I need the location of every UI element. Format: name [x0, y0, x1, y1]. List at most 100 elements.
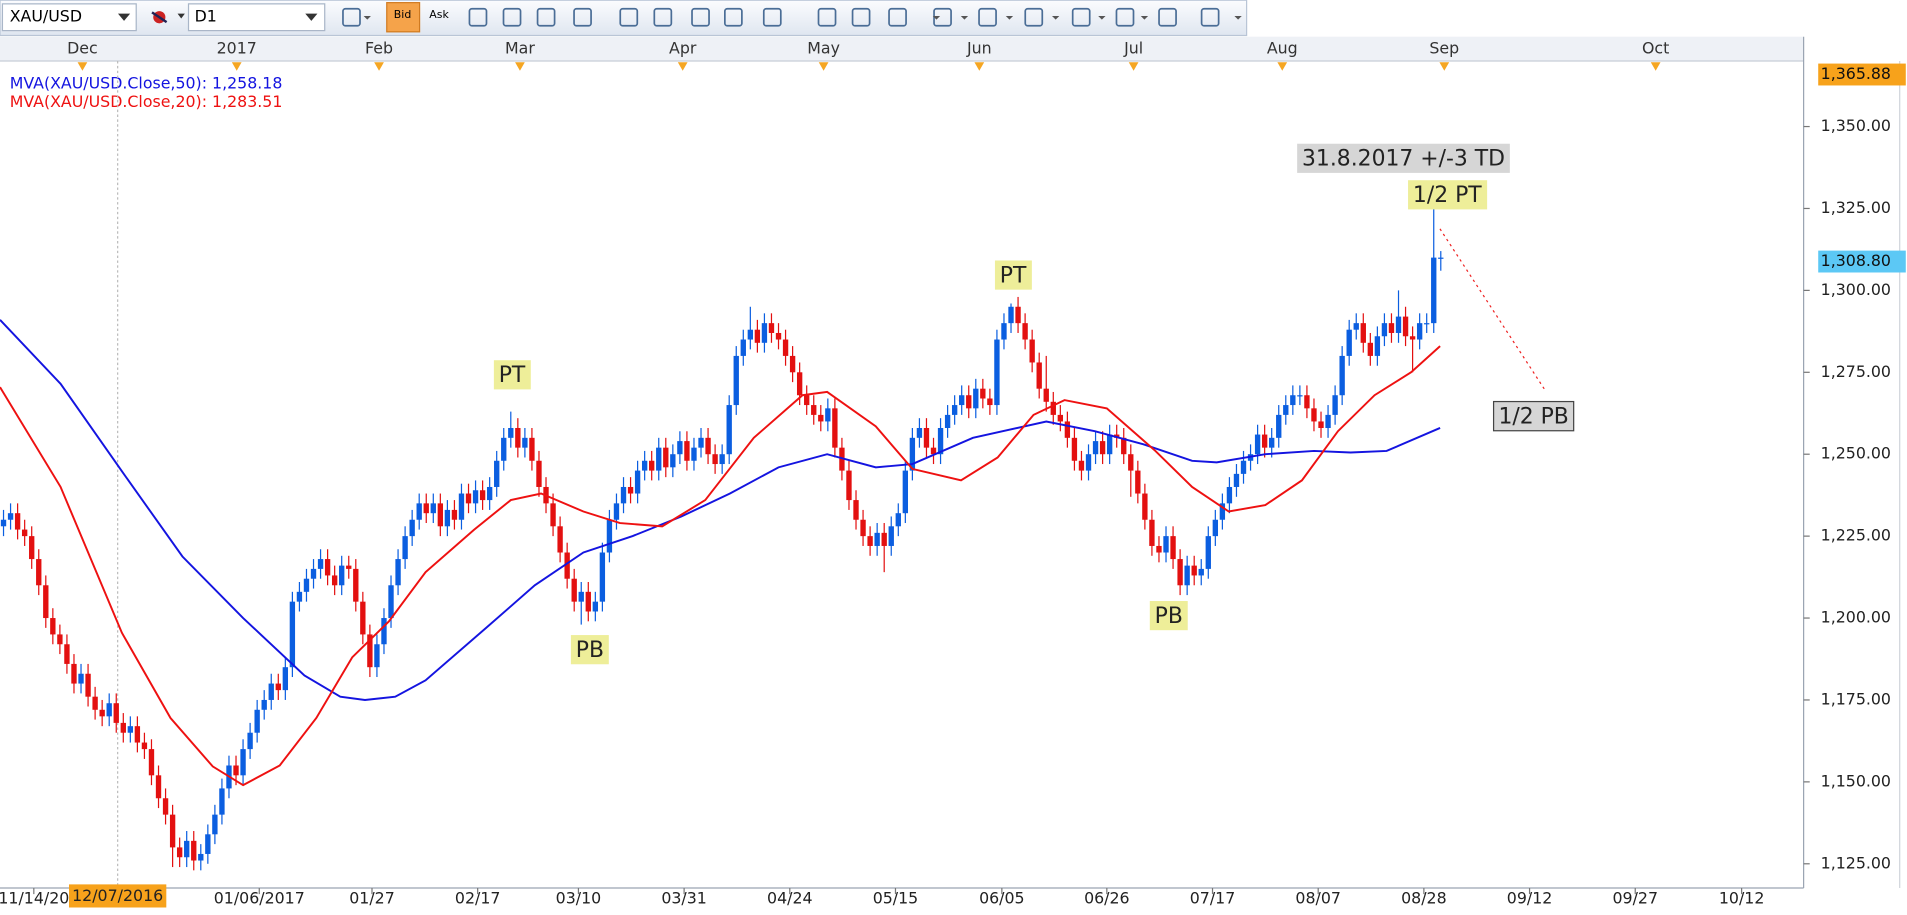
candle-body	[1332, 395, 1338, 415]
toolbar-icon[interactable]	[342, 7, 361, 27]
candle-body	[944, 414, 951, 428]
toolbar-icon[interactable]	[817, 7, 837, 27]
candle-body	[346, 565, 352, 569]
annotation-text: 1/2 PT	[1413, 183, 1482, 208]
x-tick-label: 01/27	[349, 888, 395, 907]
candle-body	[1226, 486, 1233, 504]
toolbar-icon[interactable]	[573, 7, 592, 27]
symbol-select[interactable]	[1, 3, 137, 32]
dropdown-arrow	[1005, 16, 1014, 20]
candle-body	[176, 847, 183, 858]
candle-body	[775, 332, 782, 340]
toolbar-icon[interactable]	[1200, 7, 1220, 27]
candle-body	[1106, 434, 1113, 455]
candle-body	[282, 667, 289, 691]
candle-body	[966, 395, 972, 409]
candle-body	[437, 503, 444, 527]
candle-body	[1424, 323, 1430, 325]
candle-body	[162, 798, 169, 815]
toolbar-icon[interactable]	[1158, 7, 1177, 27]
candle-body	[747, 329, 754, 340]
timeframe-select[interactable]	[187, 3, 326, 32]
ask-text[interactable]: Ask	[429, 8, 449, 21]
candle-body	[367, 634, 373, 668]
toolbar-icon[interactable]	[619, 7, 639, 27]
candle-body	[289, 601, 296, 668]
candle-body	[395, 559, 401, 586]
annotation-box	[1492, 400, 1575, 432]
candle-body	[670, 454, 676, 468]
candle-body	[768, 323, 775, 333]
toolbar-icon[interactable]	[468, 7, 488, 27]
candle-body	[1311, 408, 1317, 422]
toolbar-icon[interactable]	[978, 7, 997, 27]
y-tick-label: 1,150.00	[1821, 771, 1891, 790]
candle-body	[656, 447, 662, 471]
x2-tick-mark	[1650, 62, 1661, 71]
candle-body	[916, 427, 923, 438]
candle-body	[641, 460, 648, 471]
candle-body	[1050, 401, 1056, 415]
annotation-text: PT	[1000, 263, 1027, 288]
candle-body	[402, 536, 408, 560]
candle-body	[374, 644, 380, 668]
annotation-box	[1297, 143, 1510, 173]
candle-body	[1078, 460, 1085, 471]
candle-body	[895, 513, 901, 527]
candle-body	[634, 470, 641, 494]
candle-body	[973, 388, 979, 409]
y-tick-label: 1,200.00	[1821, 608, 1891, 627]
toolbar-icon[interactable]	[724, 7, 743, 27]
x2-tick-label: Dec	[67, 38, 98, 57]
candle-body	[1233, 473, 1240, 487]
candle-body	[959, 395, 965, 406]
toolbar-icon[interactable]	[502, 7, 522, 27]
candle-body	[592, 601, 599, 612]
chart-type-icon[interactable]	[151, 11, 168, 24]
candle-body	[141, 742, 148, 750]
toolbar-icon[interactable]	[851, 7, 871, 27]
candle-body	[825, 408, 831, 422]
toolbar-icons	[342, 7, 1242, 27]
annotation-text: 1/2 PB	[1498, 404, 1568, 429]
toolbar-icon[interactable]	[536, 7, 556, 27]
y-tick-label: 1,225.00	[1821, 526, 1891, 545]
candle-body	[902, 470, 909, 514]
candle-body	[444, 509, 451, 527]
toolbar-icon[interactable]	[691, 7, 710, 27]
candle-body	[1346, 329, 1352, 356]
bid-button[interactable]	[386, 2, 421, 33]
toolbar-icon[interactable]	[762, 7, 782, 27]
candle-body	[1121, 437, 1127, 455]
toolbar-icon[interactable]	[653, 7, 673, 27]
candle-body	[846, 470, 852, 501]
toolbar-icon[interactable]	[888, 7, 907, 27]
toolbar-icon[interactable]	[1115, 7, 1135, 27]
candle-body	[811, 405, 817, 415]
candle-body	[1416, 323, 1423, 340]
candle-body	[50, 618, 56, 635]
candle-body	[1205, 536, 1211, 569]
candle-body	[627, 486, 634, 494]
toolbar-icon[interactable]	[1024, 7, 1044, 27]
x2-tick-label: 2017	[217, 38, 257, 57]
candle-body	[155, 775, 162, 799]
toolbar-icon[interactable]	[1071, 7, 1091, 27]
candle-body	[472, 490, 479, 504]
x-tick-label: 04/24	[767, 888, 813, 907]
candle-body	[465, 493, 472, 504]
candle-body	[134, 726, 141, 743]
candle-body	[1276, 414, 1282, 438]
annotation-text: PT	[499, 363, 526, 388]
x2-tick-label: Sep	[1429, 38, 1459, 57]
candle-body	[1015, 306, 1021, 324]
cursor-box	[69, 884, 167, 908]
x-tick-label: 08/28	[1401, 888, 1447, 907]
candle-body	[310, 568, 317, 579]
dropdown-arrow	[1234, 16, 1242, 20]
y-tick-label: 1,250.00	[1821, 444, 1891, 463]
candle-body	[951, 405, 958, 415]
candle-body	[804, 395, 810, 406]
